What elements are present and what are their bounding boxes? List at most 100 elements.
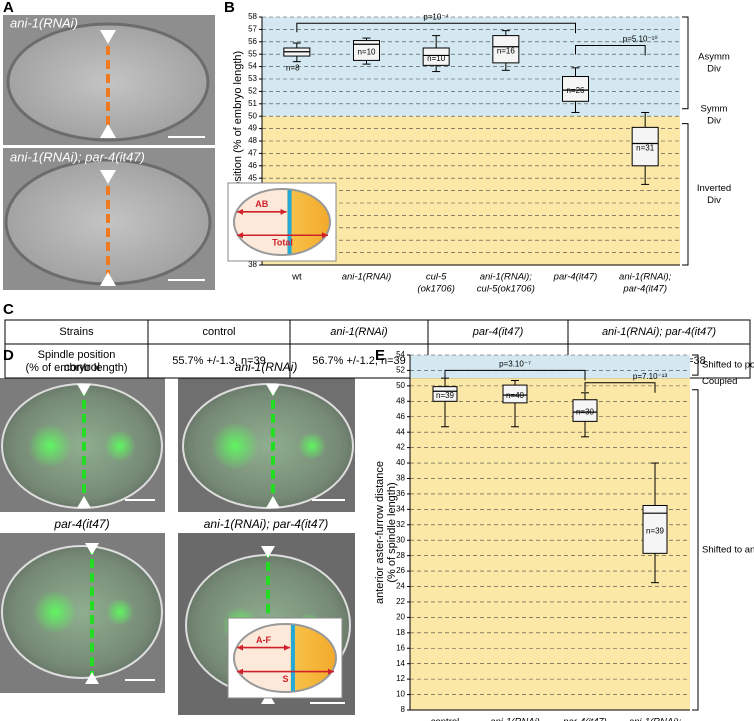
panel-label: B: [224, 0, 235, 16]
n-label: n=39: [436, 391, 455, 400]
micrograph: ani-1(RNAi): [3, 15, 215, 145]
y-tick-label: 24: [396, 582, 405, 591]
y-tick-label: 16: [396, 643, 405, 652]
table-cell: Spindle position: [38, 349, 116, 361]
region-label: Asymm: [698, 51, 730, 62]
y-tick-label: 34: [396, 504, 405, 513]
y-tick-label: 18: [396, 628, 405, 637]
significance-bracket: [584, 382, 656, 393]
y-tick-label: 8: [401, 705, 406, 714]
n-label: n=10: [427, 54, 446, 63]
n-label: n=30: [576, 408, 595, 417]
y-tick-label: 28: [396, 551, 405, 560]
panel-label: E: [375, 347, 385, 364]
y-tick-label: 30: [396, 535, 405, 544]
inset-diagram: AB Total: [227, 182, 337, 262]
table-header: ani-1(RNAi): [330, 326, 388, 338]
box: [502, 384, 528, 404]
y-tick-label: 52: [248, 87, 257, 96]
region-bracket: [682, 123, 689, 266]
arrow-head: [322, 232, 328, 239]
p-value: p=3.10⁻⁷: [499, 360, 531, 369]
p-value: p=5.10⁻¹⁰: [623, 35, 658, 44]
x-tick-label: ani-1(RNAi);: [629, 717, 682, 721]
box: [631, 126, 659, 167]
table-cell: 55.7% +/-1.3, n=39: [172, 355, 266, 367]
region-label: Symm: [701, 103, 728, 114]
x-tick-label: (ok1706): [417, 284, 455, 295]
inset-label: A-F: [256, 635, 271, 645]
background-band: [410, 355, 690, 379]
y-tick-label: 58: [248, 12, 257, 21]
y-tick-label: 51: [248, 99, 257, 108]
n-label: n=16: [497, 46, 516, 55]
table-cell: (% of embryo length): [25, 362, 127, 374]
significance-bracket: [575, 45, 646, 56]
y-tick-label: 22: [396, 597, 405, 606]
panel-label: D: [3, 347, 14, 364]
y-tick-label: 46: [396, 412, 405, 421]
micrograph: ani-1(RNAi); par-4(it47): [3, 148, 215, 290]
y-tick-label: 55: [248, 49, 257, 58]
y-tick-label: 10: [396, 690, 405, 699]
y-tick-label: 32: [396, 520, 405, 529]
inset-diagram: A-F S: [227, 617, 343, 699]
n-label: n=39: [646, 527, 665, 536]
micrograph: [178, 378, 355, 512]
y-tick-label: 52: [396, 366, 405, 375]
y-tick-label: 38: [396, 474, 405, 483]
n-label: n=40: [506, 391, 525, 400]
x-tick-label: ani-1(RNAi): [342, 272, 392, 283]
y-tick-label: 26: [396, 566, 405, 575]
box: [422, 47, 450, 66]
box: [572, 399, 598, 422]
x-tick-label: par-4(it47): [622, 284, 667, 295]
table-header: Strains: [59, 326, 94, 338]
arrow-head: [280, 208, 287, 215]
table-header: control: [202, 326, 235, 338]
region-bracket: [682, 16, 689, 110]
arrow-head: [237, 644, 243, 651]
arrow-head: [328, 668, 334, 675]
background-band: [262, 17, 680, 117]
box: [432, 386, 458, 402]
y-axis-label: (% of spindle length): [386, 482, 398, 582]
y-tick-label: 48: [396, 396, 405, 405]
y-tick-label: 40: [396, 458, 405, 467]
y-tick-label: 46: [248, 161, 257, 170]
x-tick-label: cul-5(ok1706): [477, 284, 535, 295]
y-tick-label: 48: [248, 136, 257, 145]
region-label: Shifted to post: [702, 360, 754, 371]
n-label: n=31: [636, 144, 655, 153]
arrow-head: [237, 208, 243, 215]
y-tick-label: 38: [248, 260, 257, 269]
y-tick-label: 45: [248, 173, 257, 182]
embryo: [233, 188, 331, 256]
significance-bracket: [296, 22, 576, 34]
inset-label: AB: [255, 199, 268, 209]
x-tick-label: cul-5: [426, 272, 447, 283]
region-label: Div: [707, 115, 721, 126]
box: [492, 35, 520, 64]
y-tick-label: 14: [396, 659, 405, 668]
n-label: n=10: [357, 48, 376, 57]
region-label: Div: [707, 195, 721, 206]
micrograph-label: ani-1(RNAi); par-4(it47): [204, 517, 328, 531]
y-tick-label: 56: [248, 37, 257, 46]
y-tick-label: 57: [248, 25, 257, 34]
table: [4, 319, 751, 379]
micrograph-label: ani-1(RNAi); par-4(it47): [10, 149, 145, 164]
y-tick-label: 50: [248, 111, 257, 120]
y-tick-label: 54: [396, 350, 405, 359]
x-tick-label: par-4(it47): [553, 272, 598, 283]
region-bracket: [692, 389, 699, 711]
inset-label: Total: [272, 238, 293, 248]
x-tick-label: ani-1(RNAi);: [619, 272, 672, 283]
y-tick-label: 42: [396, 443, 405, 452]
micrograph: [0, 533, 165, 693]
box: [353, 40, 380, 61]
x-tick-label: wt: [291, 272, 302, 283]
box: [562, 76, 589, 102]
